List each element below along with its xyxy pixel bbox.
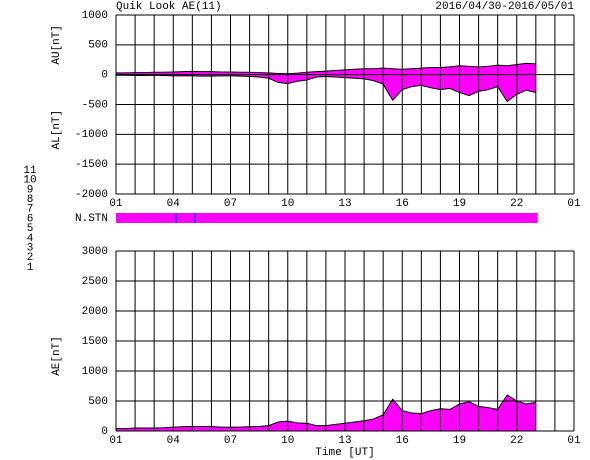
x-tick-label: 01 bbox=[567, 435, 581, 447]
station-segment bbox=[196, 213, 538, 223]
x-tick-label: 07 bbox=[224, 198, 237, 210]
x-tick-label: 10 bbox=[281, 435, 294, 447]
x-axis-title: Time [UT] bbox=[315, 447, 374, 459]
x-tick-label: 01 bbox=[567, 198, 581, 210]
legend-label: 8 bbox=[27, 194, 34, 206]
legend-label: 1 bbox=[27, 262, 34, 274]
x-tick-label: 19 bbox=[453, 198, 466, 210]
x-tick-label: 01 bbox=[109, 198, 123, 210]
series-line bbox=[116, 74, 536, 103]
legend-label: 2 bbox=[27, 252, 34, 264]
y-tick-label: -2000 bbox=[75, 189, 108, 201]
y-tick-label: 500 bbox=[88, 40, 108, 52]
x-tick-label: 16 bbox=[396, 198, 409, 210]
x-tick-label: 19 bbox=[453, 435, 466, 447]
y-tick-label: 2000 bbox=[82, 306, 108, 318]
area-fill bbox=[116, 74, 536, 102]
y-tick-label: 3000 bbox=[82, 246, 108, 258]
x-tick-label: 04 bbox=[167, 198, 181, 210]
legend-label: 10 bbox=[23, 175, 36, 187]
y-tick-label: 1000 bbox=[82, 366, 108, 378]
station-segment bbox=[175, 213, 178, 223]
legend-label: 6 bbox=[27, 213, 34, 225]
y-tick-label: 0 bbox=[101, 426, 108, 438]
series-line bbox=[116, 62, 536, 75]
station-segment bbox=[194, 213, 197, 223]
legend-label: 4 bbox=[27, 233, 34, 245]
date-range: 2016/04/30-2016/05/01 bbox=[435, 1, 574, 13]
x-tick-label: 07 bbox=[224, 435, 237, 447]
y-tick-label: 1000 bbox=[82, 10, 108, 22]
station-segment bbox=[177, 213, 195, 223]
x-tick-label: 13 bbox=[338, 198, 351, 210]
y-axis-title: AL[nT] bbox=[51, 110, 63, 150]
x-tick-label: 22 bbox=[510, 435, 523, 447]
y-tick-label: 2500 bbox=[82, 276, 108, 288]
y-tick-label: 1500 bbox=[82, 336, 108, 348]
area-fill bbox=[116, 395, 536, 431]
series-line bbox=[116, 394, 536, 430]
x-tick-label: 13 bbox=[338, 435, 351, 447]
legend-label: 9 bbox=[27, 184, 34, 196]
station-segment bbox=[116, 213, 176, 223]
x-tick-label: 04 bbox=[167, 435, 181, 447]
station-label: N.STN bbox=[75, 213, 108, 225]
y-axis-title: AE[nT] bbox=[51, 336, 63, 376]
legend-label: 11 bbox=[23, 165, 37, 177]
x-tick-label: 10 bbox=[281, 198, 294, 210]
x-tick-label: 22 bbox=[510, 198, 523, 210]
legend-label: 7 bbox=[27, 204, 34, 216]
y-tick-label: 0 bbox=[101, 70, 108, 82]
y-tick-label: 500 bbox=[88, 396, 108, 408]
x-tick-label: 01 bbox=[109, 435, 123, 447]
area-fill bbox=[116, 63, 536, 75]
chart-title: Quik Look AE(11) bbox=[116, 1, 222, 13]
y-tick-label: -500 bbox=[82, 99, 108, 111]
x-tick-label: 16 bbox=[396, 435, 409, 447]
y-axis-title: AU[nT] bbox=[51, 25, 63, 65]
y-tick-label: -1500 bbox=[75, 159, 108, 171]
legend-label: 5 bbox=[27, 223, 34, 235]
y-tick-label: -1000 bbox=[75, 129, 108, 141]
legend-label: 3 bbox=[27, 243, 34, 255]
